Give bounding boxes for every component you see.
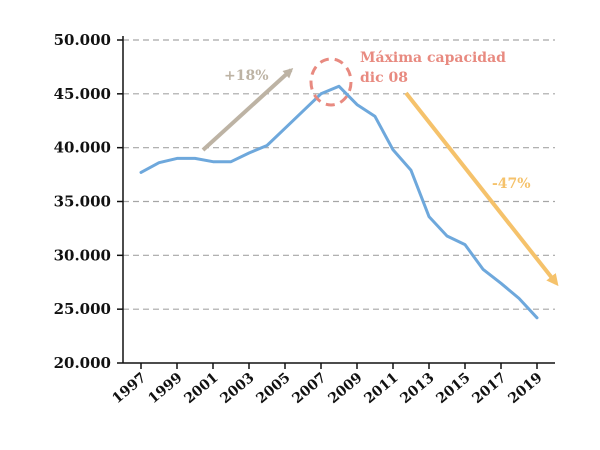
rise-label: +18% [224, 68, 269, 84]
x-tick-label: 2017 [469, 370, 509, 407]
x-tick-label: 2001 [181, 370, 221, 407]
x-tick-label: 1999 [145, 370, 185, 407]
x-axis-ticks: 1997199920012003200520072009201120132015… [109, 363, 546, 407]
peak-marker-circle [309, 57, 353, 107]
x-tick-label: 2011 [361, 370, 401, 407]
y-tick-label: 40.000 [54, 139, 111, 157]
y-tick-label: 20.000 [54, 354, 111, 372]
x-tick-label: 2019 [505, 370, 545, 407]
peak-label-line2: dic 08 [360, 70, 408, 86]
x-tick-label: 2009 [325, 370, 365, 407]
fall-arrow [404, 91, 559, 287]
series-line [139, 84, 539, 320]
x-tick-label: 2015 [433, 370, 473, 407]
fall-label: -47% [492, 176, 531, 192]
x-tick-label: 2003 [217, 370, 257, 407]
y-axis-ticks: 20.000 25.000 30.000 35.000 40.000 45.000 50.0… [54, 31, 123, 372]
y-tick-label: 45.000 [54, 85, 111, 103]
y-tick-label: 35.000 [54, 193, 111, 211]
peak-label-line1: Máxima capacidad [360, 50, 506, 66]
x-tick-label: 1997 [109, 370, 149, 407]
x-tick-label: 2013 [397, 370, 437, 407]
x-tick-label: 2005 [253, 370, 293, 407]
x-tick-label: 2007 [289, 370, 329, 407]
rise-arrow [201, 67, 294, 152]
y-tick-label: 25.000 [54, 300, 111, 318]
y-tick-label: 50.000 [54, 31, 111, 49]
y-tick-label: 30.000 [54, 246, 111, 264]
gridlines [123, 39, 555, 310]
